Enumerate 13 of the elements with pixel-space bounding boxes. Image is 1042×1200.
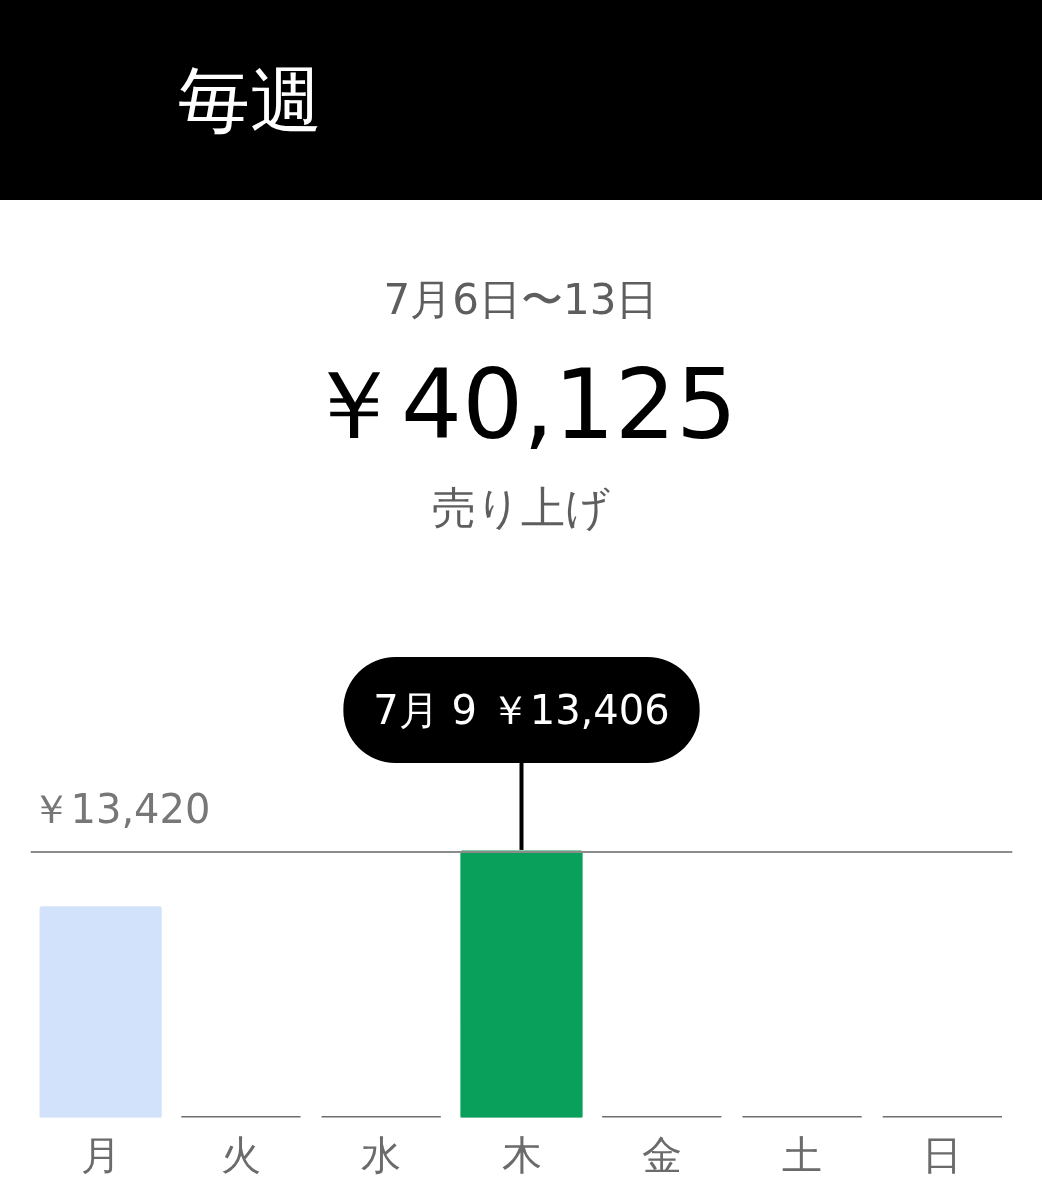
x-tick-label: 日 <box>922 1131 963 1178</box>
x-tick-label: 火 <box>220 1131 261 1178</box>
x-tick-label: 木 <box>501 1131 542 1178</box>
chart-subtitle: 7月6日〜13日 <box>383 274 659 326</box>
x-tick-label: 水 <box>361 1131 402 1178</box>
chart-title: 毎週 <box>178 58 322 142</box>
x-tick-label: 月 <box>80 1131 121 1178</box>
text: 売り上げ <box>432 481 610 535</box>
annotation: 7月 9 ￥13,406 <box>373 686 670 733</box>
x-tick-label: 金 <box>641 1131 682 1178</box>
text: ￥40,125 <box>305 348 737 463</box>
ref-line-label: ￥13,420 <box>30 785 211 832</box>
x-tick-label: 土 <box>782 1131 823 1178</box>
